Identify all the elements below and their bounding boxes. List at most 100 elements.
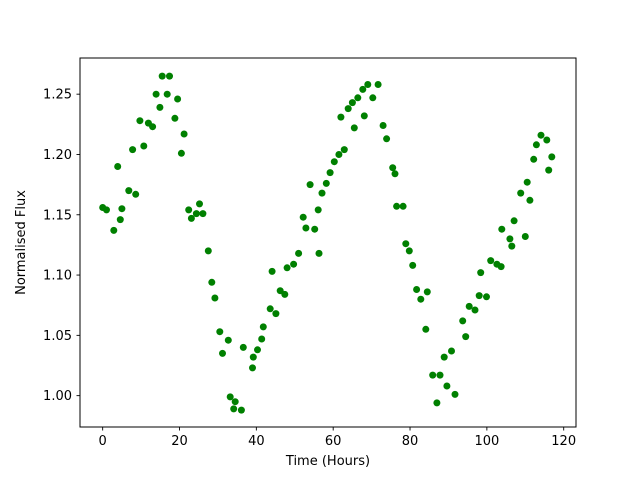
data-point — [413, 286, 421, 293]
data-point — [239, 343, 247, 351]
x-tick-label: 0 — [99, 434, 107, 449]
y-tick-label: 1.15 — [43, 208, 72, 223]
data-point — [216, 328, 224, 336]
data-point — [204, 247, 212, 255]
data-point — [391, 170, 399, 178]
data-point — [508, 242, 516, 250]
data-point — [174, 95, 182, 103]
data-point — [526, 196, 534, 204]
data-point — [272, 310, 280, 318]
y-tick-label: 1.05 — [43, 329, 72, 344]
data-point — [306, 181, 314, 189]
data-point — [268, 267, 276, 275]
y-tick-label: 1.00 — [43, 389, 72, 404]
data-point — [125, 187, 133, 195]
data-point — [487, 257, 495, 265]
data-point — [295, 249, 303, 257]
data-point — [483, 293, 490, 301]
data-point — [523, 178, 531, 186]
x-tick-label: 40 — [248, 434, 265, 449]
data-point — [290, 260, 298, 268]
data-point — [374, 81, 382, 88]
data-point — [224, 336, 232, 344]
x-tick-label: 80 — [402, 434, 419, 449]
data-point — [132, 190, 140, 198]
data-point — [440, 353, 448, 361]
data-point — [369, 94, 377, 102]
data-point — [199, 210, 207, 218]
data-point — [433, 399, 441, 407]
data-point — [116, 216, 124, 224]
data-point — [180, 130, 188, 138]
data-point — [177, 149, 185, 157]
data-point — [393, 202, 401, 210]
data-point — [185, 206, 193, 214]
data-point — [448, 347, 455, 355]
data-point — [462, 333, 470, 341]
data-point — [219, 349, 226, 357]
data-point — [192, 210, 200, 218]
data-point — [402, 240, 410, 248]
axis-ticks: 0 20 40 60 80 100 120 1.00 1.05 1.10 1.15 1.20 1.25 — [43, 88, 576, 449]
data-point — [417, 295, 425, 303]
data-point — [283, 264, 291, 272]
data-point — [422, 325, 430, 333]
data-point — [389, 164, 397, 172]
data-point — [166, 72, 173, 80]
data-point — [545, 166, 553, 174]
y-axis-label: Normalised Flux — [14, 190, 29, 295]
data-point — [140, 142, 148, 150]
data-point — [171, 114, 179, 122]
data-point — [129, 146, 137, 154]
y-tick-label: 1.25 — [43, 88, 72, 103]
data-point — [465, 302, 473, 310]
data-point — [136, 117, 144, 125]
x-tick-label: 20 — [171, 434, 188, 449]
data-point — [429, 371, 437, 379]
data-point — [156, 103, 164, 111]
data-point — [299, 213, 307, 221]
data-point — [543, 136, 551, 144]
data-point — [359, 85, 367, 93]
data-point — [497, 263, 505, 271]
data-point — [532, 141, 540, 149]
data-point — [249, 353, 257, 361]
data-point — [152, 90, 160, 98]
data-point — [344, 105, 352, 113]
data-point — [506, 235, 514, 243]
data-point — [110, 226, 118, 234]
data-point — [330, 158, 338, 166]
data-point — [208, 278, 216, 286]
data-point — [521, 233, 529, 240]
data-point — [537, 131, 545, 139]
data-point — [114, 163, 122, 170]
data-point — [348, 99, 356, 107]
y-tick-label: 1.10 — [43, 269, 72, 284]
data-point — [326, 169, 334, 177]
data-point — [254, 346, 261, 354]
data-point — [459, 317, 467, 325]
data-point — [399, 202, 407, 210]
data-point — [517, 189, 525, 197]
x-tick-label: 100 — [474, 434, 499, 449]
data-point — [314, 206, 322, 214]
x-axis-label: Time (Hours) — [285, 454, 370, 469]
data-point — [423, 288, 431, 296]
x-tick-label: 60 — [325, 434, 342, 449]
data-point — [340, 146, 348, 154]
data-point — [337, 113, 345, 121]
data-point — [315, 249, 323, 257]
data-point — [226, 393, 234, 401]
data-point — [443, 382, 451, 390]
data-point — [311, 225, 319, 233]
data-point — [103, 206, 110, 214]
x-tick-label: 120 — [551, 434, 576, 449]
data-point — [510, 217, 518, 225]
data-point — [436, 371, 444, 379]
data-point — [405, 247, 413, 255]
data-point — [379, 122, 387, 129]
data-point — [530, 155, 538, 163]
data-point — [231, 398, 239, 406]
